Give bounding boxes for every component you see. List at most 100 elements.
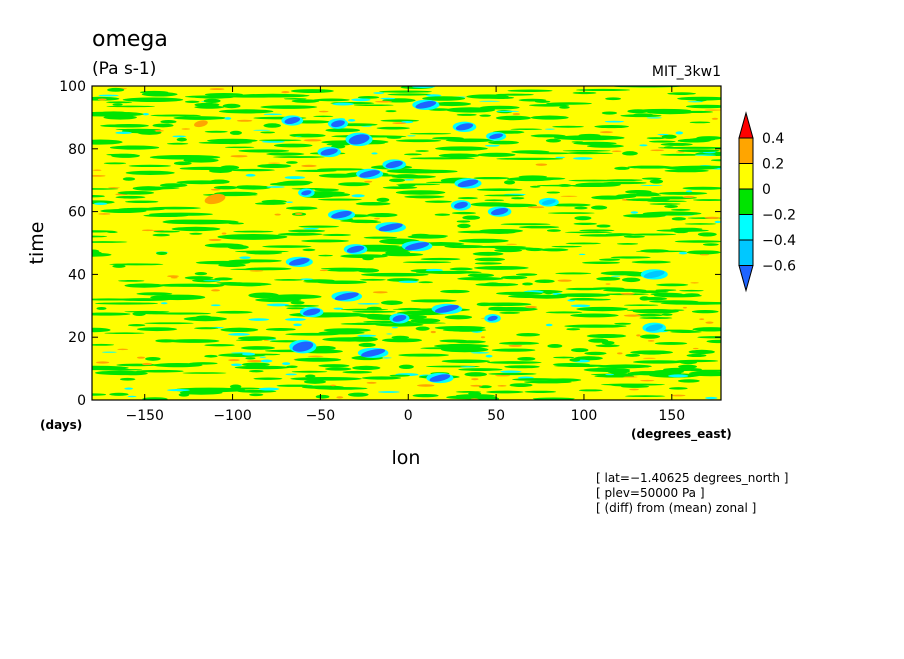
- texture-streak: [96, 306, 107, 310]
- texture-streak: [654, 341, 688, 345]
- texture-streak: [692, 199, 721, 201]
- texture-streak: [372, 291, 388, 294]
- texture-streak: [483, 194, 524, 197]
- texture-streak: [568, 179, 620, 182]
- texture-streak: [667, 92, 696, 95]
- texture-streak: [564, 324, 627, 328]
- texture-streak: [559, 105, 570, 109]
- texture-streak: [550, 203, 591, 207]
- texture-streak: [462, 215, 481, 220]
- texture-streak: [657, 146, 721, 149]
- texture-streak: [546, 229, 561, 232]
- texture-streak: [445, 138, 495, 143]
- colorbar-label: −0.4: [762, 233, 796, 249]
- texture-streak: [380, 357, 392, 359]
- texture-streak: [605, 283, 611, 285]
- texture-streak: [289, 133, 318, 137]
- texture-streak: [464, 372, 488, 377]
- texture-streak: [671, 208, 691, 211]
- texture-streak: [273, 143, 313, 148]
- texture-streak: [317, 198, 362, 201]
- texture-streak: [457, 197, 478, 200]
- texture-streak: [508, 294, 552, 299]
- texture-streak: [508, 344, 523, 347]
- texture-streak: [95, 302, 159, 305]
- texture-streak: [435, 146, 488, 151]
- texture-streak: [696, 136, 721, 140]
- x-tick-label: −100: [213, 408, 251, 424]
- texture-streak: [682, 306, 687, 309]
- texture-streak: [500, 370, 522, 373]
- texture-streak: [172, 135, 186, 138]
- texture-streak: [282, 362, 291, 366]
- feature-cell: [645, 324, 663, 332]
- texture-streak: [682, 186, 721, 190]
- texture-streak: [584, 351, 607, 356]
- feature-cell: [541, 199, 556, 205]
- texture-streak: [374, 217, 380, 220]
- texture-streak: [573, 157, 593, 160]
- colorbar-triangle-low: [738, 265, 754, 293]
- chart-units: (Pa s-1): [92, 59, 156, 79]
- texture-streak: [494, 248, 523, 253]
- texture-streak: [565, 242, 602, 245]
- texture-streak: [92, 111, 144, 117]
- texture-streak: [272, 156, 325, 158]
- texture-streak: [611, 150, 622, 152]
- texture-streak: [208, 179, 230, 184]
- texture-streak: [211, 289, 221, 292]
- texture-streak: [265, 327, 296, 331]
- texture-streak: [473, 176, 510, 180]
- plot-area: [91, 85, 722, 401]
- texture-streak: [458, 368, 503, 371]
- texture-streak: [318, 254, 334, 257]
- texture-streak: [357, 334, 377, 337]
- texture-streak: [92, 393, 107, 396]
- texture-streak: [640, 379, 655, 382]
- texture-streak: [391, 326, 399, 329]
- texture-streak: [675, 151, 685, 153]
- texture-streak: [210, 188, 221, 191]
- texture-streak: [198, 141, 253, 144]
- texture-streak: [109, 263, 164, 266]
- texture-streak: [330, 384, 336, 387]
- texture-streak: [678, 251, 688, 255]
- texture-streak: [599, 258, 621, 261]
- feature-cell: [194, 120, 208, 128]
- feature-cell: [415, 101, 437, 109]
- feature-cell: [385, 160, 403, 169]
- texture-streak: [249, 270, 264, 272]
- feature-cell: [404, 242, 430, 251]
- texture-streak: [127, 395, 137, 398]
- texture-streak: [487, 306, 538, 312]
- texture-streak: [688, 371, 721, 376]
- texture-streak: [119, 377, 136, 381]
- texture-streak: [318, 110, 329, 113]
- texture-streak: [639, 316, 673, 319]
- colorbar-triangle-high: [738, 111, 754, 139]
- texture-streak: [685, 104, 721, 109]
- texture-streak: [569, 358, 581, 362]
- texture-streak: [610, 383, 645, 387]
- texture-streak: [294, 357, 342, 362]
- texture-streak: [536, 184, 582, 187]
- texture-streak: [117, 348, 129, 351]
- texture-streak: [118, 279, 145, 282]
- texture-streak: [602, 181, 647, 185]
- texture-streak: [314, 387, 368, 390]
- texture-streak: [552, 362, 590, 366]
- texture-streak: [517, 356, 536, 361]
- texture-streak: [220, 165, 240, 170]
- texture-streak: [623, 304, 659, 306]
- texture-streak: [283, 98, 307, 100]
- texture-streak: [441, 359, 491, 363]
- texture-streak: [486, 361, 542, 364]
- texture-streak: [210, 304, 221, 307]
- texture-streak: [108, 187, 120, 189]
- texture-streak: [697, 232, 717, 237]
- texture-streak: [664, 169, 709, 173]
- texture-streak: [460, 366, 476, 368]
- texture-streak: [128, 164, 172, 168]
- texture-streak: [391, 335, 410, 340]
